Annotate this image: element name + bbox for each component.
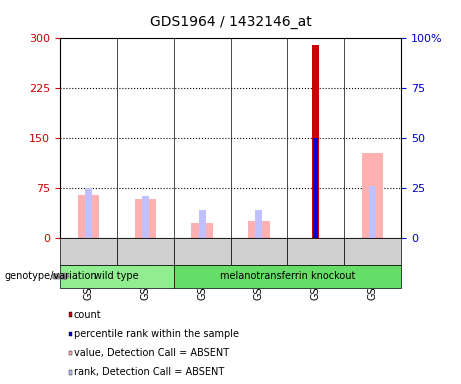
Text: percentile rank within the sample: percentile rank within the sample bbox=[74, 329, 239, 339]
Text: wild type: wild type bbox=[95, 271, 139, 281]
Bar bbox=[313, 138, 318, 238]
Text: genotype/variation: genotype/variation bbox=[5, 271, 97, 281]
Bar bbox=[85, 188, 92, 238]
Bar bbox=[135, 199, 156, 238]
Text: rank, Detection Call = ABSENT: rank, Detection Call = ABSENT bbox=[74, 367, 224, 377]
Bar bbox=[191, 223, 213, 238]
Bar bbox=[248, 222, 270, 238]
Text: GDS1964 / 1432146_at: GDS1964 / 1432146_at bbox=[150, 15, 311, 29]
FancyBboxPatch shape bbox=[60, 265, 174, 288]
FancyBboxPatch shape bbox=[60, 238, 117, 265]
Bar bbox=[255, 210, 262, 238]
Text: melanotransferrin knockout: melanotransferrin knockout bbox=[220, 271, 355, 281]
Bar bbox=[199, 210, 206, 238]
FancyBboxPatch shape bbox=[174, 265, 401, 288]
Bar bbox=[362, 153, 383, 238]
FancyBboxPatch shape bbox=[174, 238, 230, 265]
FancyBboxPatch shape bbox=[287, 238, 344, 265]
Bar bbox=[142, 196, 149, 238]
Bar bbox=[78, 195, 99, 238]
Bar bbox=[369, 186, 376, 238]
Bar bbox=[312, 45, 319, 238]
FancyBboxPatch shape bbox=[117, 238, 174, 265]
FancyBboxPatch shape bbox=[344, 238, 401, 265]
Text: value, Detection Call = ABSENT: value, Detection Call = ABSENT bbox=[74, 348, 229, 358]
Text: count: count bbox=[74, 310, 101, 320]
FancyBboxPatch shape bbox=[230, 238, 287, 265]
